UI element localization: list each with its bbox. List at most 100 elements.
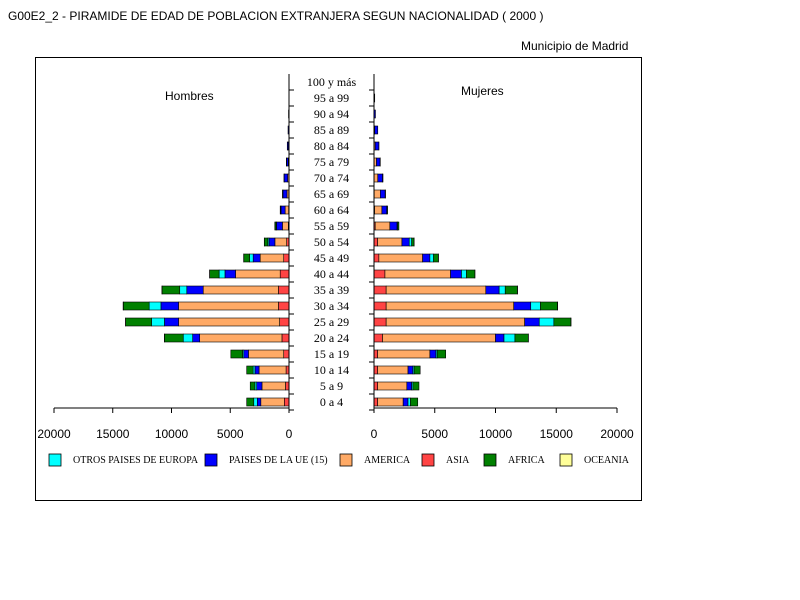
bar-mujeres <box>381 205 388 215</box>
bar-mujeres <box>466 269 476 279</box>
bar-hombres <box>151 317 165 327</box>
bar-hombres <box>160 301 179 311</box>
bar-mujeres <box>374 205 383 215</box>
bar-hombres <box>243 253 250 263</box>
bar-hombres <box>246 365 254 375</box>
bar-mujeres <box>382 333 496 343</box>
bar-mujeres <box>373 333 383 343</box>
bar-hombres <box>283 349 290 359</box>
bar-mujeres <box>373 301 387 311</box>
age-label: 60 a 64 <box>314 203 349 217</box>
bars-mujeres <box>373 77 572 407</box>
bar-mujeres <box>450 269 462 279</box>
bar-mujeres <box>378 253 423 263</box>
bar-hombres <box>259 253 285 263</box>
bar-mujeres <box>373 349 378 359</box>
bar-mujeres <box>412 381 420 391</box>
legend-swatch <box>204 453 218 467</box>
bar-hombres <box>268 237 276 247</box>
bar-mujeres <box>429 349 437 359</box>
page-title: G00E2_2 - PIRAMIDE DE EDAD DE POBLACION … <box>8 9 544 23</box>
age-label: 85 a 89 <box>314 123 349 137</box>
bar-hombres <box>285 381 290 391</box>
bar-hombres <box>249 253 254 263</box>
bar-mujeres <box>498 285 506 295</box>
bar-mujeres <box>436 349 446 359</box>
bars-hombres <box>122 77 290 407</box>
bar-hombres <box>182 333 193 343</box>
bar-hombres <box>164 317 179 327</box>
bar-hombres <box>260 397 285 407</box>
bar-hombres <box>192 333 200 343</box>
bar-mujeres <box>385 317 525 327</box>
chart-frame: Hombres Mujeres 20000 15000 10000 5000 0 0 500… <box>35 57 642 501</box>
bar-mujeres <box>410 397 419 407</box>
age-label: 25 a 29 <box>314 315 349 329</box>
bar-hombres <box>279 205 282 215</box>
bar-hombres <box>179 285 188 295</box>
bar-mujeres <box>377 365 409 375</box>
bar-hombres <box>261 381 286 391</box>
age-label: 45 a 49 <box>314 251 349 265</box>
age-labels: 0 a 4 5 a 9 10 a 14 15 a 19 20 a 24 25 a 29 30… <box>307 75 357 409</box>
bar-hombres <box>274 221 277 231</box>
legend-swatch <box>339 453 353 467</box>
bar-mujeres <box>377 397 404 407</box>
bar-mujeres <box>402 397 409 407</box>
bar-mujeres <box>385 285 487 295</box>
bar-mujeres <box>397 221 400 231</box>
bar-mujeres <box>513 301 532 311</box>
age-label: 0 a 4 <box>320 395 343 409</box>
age-label: 65 a 69 <box>314 187 349 201</box>
bar-hombres <box>202 285 279 295</box>
age-label: 70 a 74 <box>314 171 349 185</box>
legend-label: PAISES DE LA UE (15) <box>229 455 328 466</box>
bar-mujeres <box>401 237 410 247</box>
bar-hombres <box>278 285 290 295</box>
bar-mujeres <box>407 365 414 375</box>
legend-swatch <box>559 453 573 467</box>
bar-mujeres <box>380 189 386 199</box>
age-label: 35 a 39 <box>314 283 349 297</box>
bar-mujeres <box>373 237 378 247</box>
tick-label-right: 0 <box>371 427 378 441</box>
tick-label-right: 20000 <box>600 427 634 441</box>
bar-mujeres <box>413 365 421 375</box>
axes: 20000 15000 10000 5000 0 0 5000 10000 15000 20000 <box>37 74 634 441</box>
legend: OTROS PAISES DE EUROPA PAISES DE LA UE (1… <box>48 453 630 467</box>
bar-mujeres <box>422 253 431 263</box>
bar-hombres <box>280 205 286 215</box>
left-label: Hombres <box>165 89 214 103</box>
age-label: 100 y más <box>307 75 357 89</box>
bar-hombres <box>178 301 279 311</box>
age-label: 5 a 9 <box>320 379 343 393</box>
bar-hombres <box>248 349 285 359</box>
bar-hombres <box>283 253 290 263</box>
age-label: 40 a 44 <box>314 267 349 281</box>
bar-hombres <box>125 317 152 327</box>
legend-label: OCEANIA <box>584 455 630 466</box>
bar-hombres <box>123 301 150 311</box>
bar-mujeres <box>504 285 518 295</box>
bar-mujeres <box>373 253 380 263</box>
age-label: 90 a 94 <box>314 107 349 121</box>
bar-hombres <box>274 237 287 247</box>
legend-label: ASIA <box>446 455 470 466</box>
bar-mujeres <box>485 285 500 295</box>
bar-hombres <box>178 317 280 327</box>
bar-hombres <box>278 301 290 311</box>
bar-hombres <box>209 269 220 279</box>
bar-hombres <box>279 317 290 327</box>
age-label: 10 a 14 <box>314 363 349 377</box>
age-label: 55 a 59 <box>314 219 349 233</box>
bar-mujeres <box>461 269 467 279</box>
bar-mujeres <box>374 125 379 135</box>
bar-mujeres <box>408 237 412 247</box>
tick-label-left: 20000 <box>37 427 71 441</box>
bar-mujeres <box>385 301 515 311</box>
bar-hombres <box>199 333 283 343</box>
legend-swatch <box>483 453 497 467</box>
bar-hombres <box>283 173 289 183</box>
bar-mujeres <box>376 157 381 167</box>
legend-label: OTROS PAISES DE EUROPA <box>73 455 199 466</box>
